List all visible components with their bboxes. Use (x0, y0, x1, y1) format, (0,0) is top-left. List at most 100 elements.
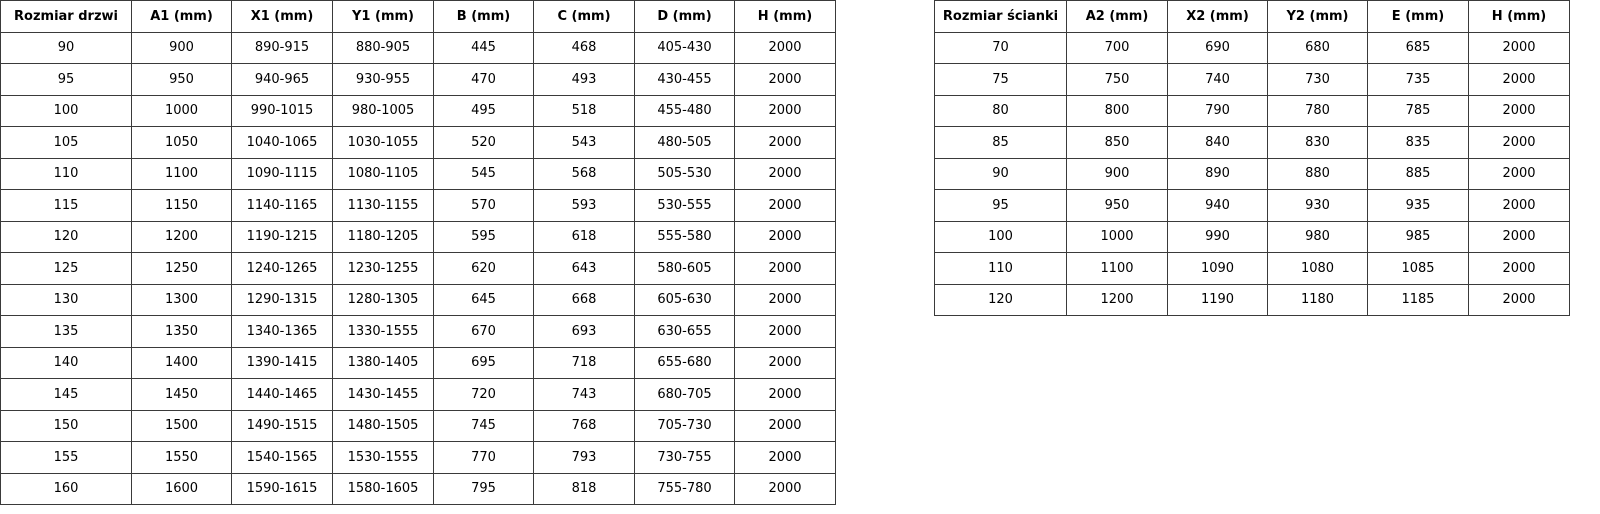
table-row: 160 1600 1590-1615 1580-1605 795 818 755-780 20… (0, 472, 836, 505)
table-cell: 2000 (1468, 189, 1570, 222)
table-cell: 455-480 (634, 94, 735, 127)
table-cell: 2000 (734, 409, 836, 442)
table-cell: 743 (533, 378, 635, 411)
table-cell: 935 (1367, 189, 1469, 222)
header-row: Rozmiar ścianki A2 (mm) X2 (mm) Y2 (mm) E (m… (934, 0, 1570, 33)
table-cell: 495 (433, 94, 534, 127)
table-cell: 730 (1267, 63, 1368, 96)
column-header: D (mm) (634, 0, 735, 33)
table-cell: 1150 (131, 189, 232, 222)
table-cell: 1380-1405 (332, 346, 434, 379)
table-row: 105 1050 1040-1065 1030-1055 520 543 480-505 20… (0, 126, 836, 159)
table-cell: 2000 (734, 472, 836, 505)
table-cell: 135 (0, 315, 132, 348)
table-row: 95 950 940-965 930-955 470 493 430-455 2000 (0, 63, 836, 96)
table-cell: 125 (0, 252, 132, 285)
column-header: C (mm) (533, 0, 635, 33)
table-cell: 1530-1555 (332, 441, 434, 474)
table-cell: 2000 (734, 220, 836, 253)
table-cell: 850 (1066, 126, 1168, 159)
table-cell: 770 (433, 441, 534, 474)
table-cell: 990 (1167, 220, 1268, 253)
column-header: X2 (mm) (1167, 0, 1268, 33)
table-cell: 830 (1267, 126, 1368, 159)
table-cell: 950 (1066, 189, 1168, 222)
table-row: 145 1450 1440-1465 1430-1455 720 743 680-705 20… (0, 378, 836, 411)
table-row: 125 1250 1240-1265 1230-1255 620 643 580-605 20… (0, 252, 836, 285)
table-cell: 593 (533, 189, 635, 222)
table-row: 120 1200 1190 1180 1185 2000 (934, 283, 1570, 316)
table-cell: 2000 (734, 157, 836, 190)
table-cell: 890 (1167, 157, 1268, 190)
table-cell: 568 (533, 157, 635, 190)
table-cell: 2000 (1468, 126, 1570, 159)
column-header: Y2 (mm) (1267, 0, 1368, 33)
table-cell: 1580-1605 (332, 472, 434, 505)
table-cell: 620 (433, 252, 534, 285)
table-cell: 1180-1205 (332, 220, 434, 253)
column-header: Rozmiar drzwi (0, 0, 132, 33)
table-cell: 840 (1167, 126, 1268, 159)
table-cell: 1500 (131, 409, 232, 442)
table-cell: 100 (0, 94, 132, 127)
table-cell: 990-1015 (231, 94, 333, 127)
table-cell: 735 (1367, 63, 1469, 96)
door-size-table: Rozmiar drzwi A1 (mm) X1 (mm) Y1 (mm) B (mm)… (0, 0, 836, 505)
table-cell: 680-705 (634, 378, 735, 411)
table-cell: 1100 (131, 157, 232, 190)
table-cell: 1200 (131, 220, 232, 253)
table-row: 135 1350 1340-1365 1330-1555 670 693 630-655 20… (0, 315, 836, 348)
table-cell: 1230-1255 (332, 252, 434, 285)
table-cell: 768 (533, 409, 635, 442)
table-cell: 630-655 (634, 315, 735, 348)
column-header: E (mm) (1367, 0, 1469, 33)
table-cell: 1290-1315 (231, 283, 333, 316)
table-row: 155 1550 1540-1565 1530-1555 770 793 730-755 20… (0, 441, 836, 474)
table-cell: 543 (533, 126, 635, 159)
table-row: 115 1150 1140-1165 1130-1155 570 593 530-555 20… (0, 189, 836, 222)
table-cell: 940 (1167, 189, 1268, 222)
table-cell: 890-915 (231, 31, 333, 64)
table-cell: 880-905 (332, 31, 434, 64)
table-cell: 1185 (1367, 283, 1469, 316)
table-cell: 1400 (131, 346, 232, 379)
table-cell: 95 (0, 63, 132, 96)
table-cell: 793 (533, 441, 635, 474)
table-cell: 1100 (1066, 252, 1168, 285)
table-cell: 530-555 (634, 189, 735, 222)
table-cell: 835 (1367, 126, 1469, 159)
table-cell: 790 (1167, 94, 1268, 127)
table-cell: 780 (1267, 94, 1368, 127)
table-cell: 70 (934, 31, 1067, 64)
table-cell: 555-580 (634, 220, 735, 253)
table-cell: 1240-1265 (231, 252, 333, 285)
table-cell: 2000 (734, 94, 836, 127)
column-header: H (mm) (734, 0, 836, 33)
table-cell: 2000 (734, 441, 836, 474)
table-cell: 1050 (131, 126, 232, 159)
table-cell: 880 (1267, 157, 1368, 190)
table-cell: 150 (0, 409, 132, 442)
table-cell: 405-430 (634, 31, 735, 64)
table-cell: 105 (0, 126, 132, 159)
table-cell: 795 (433, 472, 534, 505)
table-cell: 1080-1105 (332, 157, 434, 190)
table-cell: 95 (934, 189, 1067, 222)
table-cell: 505-530 (634, 157, 735, 190)
table-cell: 700 (1066, 31, 1168, 64)
table-cell: 1340-1365 (231, 315, 333, 348)
table-cell: 1390-1415 (231, 346, 333, 379)
table-cell: 85 (934, 126, 1067, 159)
table-cell: 1250 (131, 252, 232, 285)
table-cell: 2000 (734, 346, 836, 379)
table-cell: 115 (0, 189, 132, 222)
table-cell: 1140-1165 (231, 189, 333, 222)
column-header: X1 (mm) (231, 0, 333, 33)
table-cell: 950 (131, 63, 232, 96)
table-cell: 750 (1066, 63, 1168, 96)
table-row: 95 950 940 930 935 2000 (934, 189, 1570, 222)
wall-size-table: Rozmiar ścianki A2 (mm) X2 (mm) Y2 (mm) E (m… (934, 0, 1570, 316)
table-cell: 1090-1115 (231, 157, 333, 190)
table-cell: 1000 (131, 94, 232, 127)
table-cell: 1190-1215 (231, 220, 333, 253)
